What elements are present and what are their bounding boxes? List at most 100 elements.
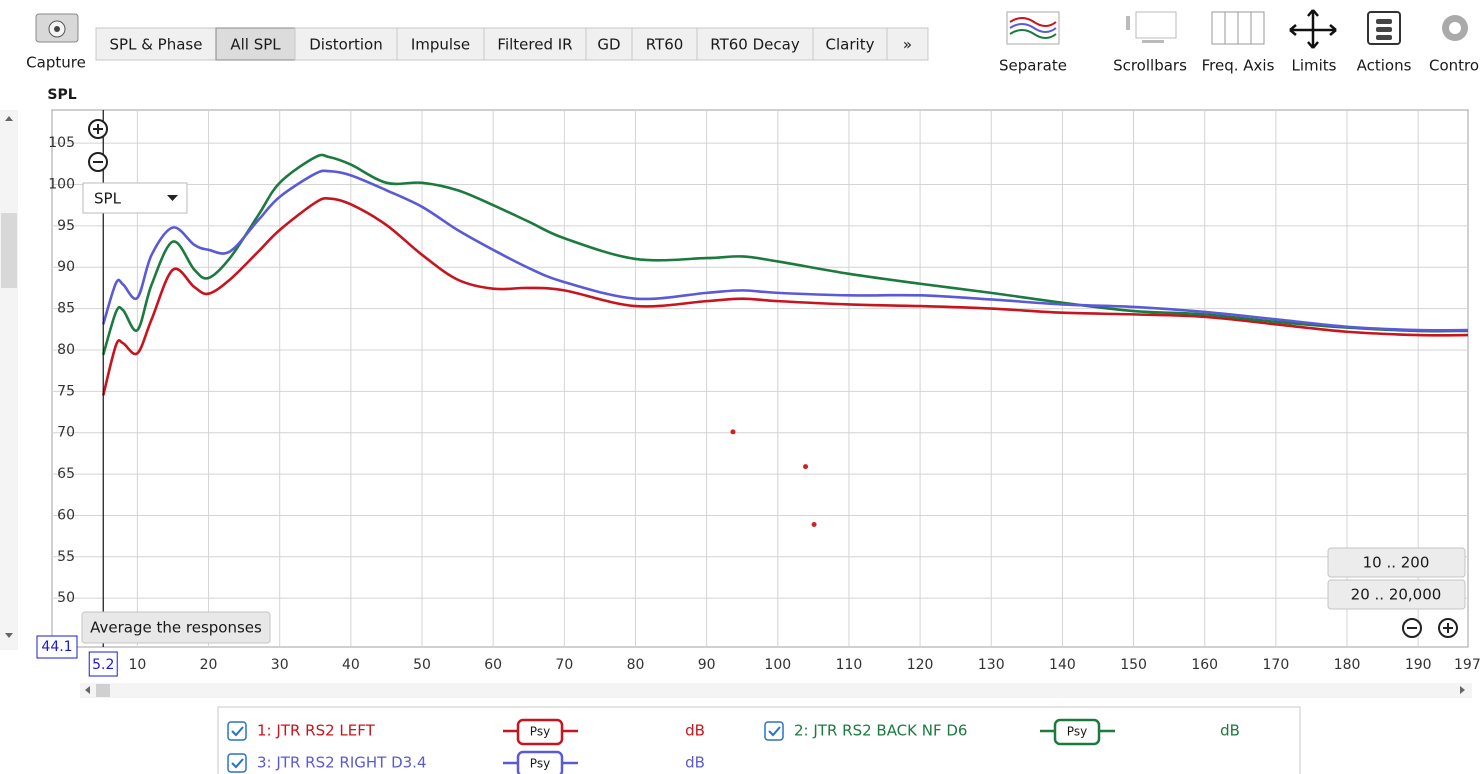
scrollbars-icon[interactable] xyxy=(1126,11,1177,43)
cursor-x-label: 5.2 xyxy=(92,657,114,673)
zoom-in-x[interactable] xyxy=(1438,618,1458,638)
view-dropdown[interactable] xyxy=(82,182,188,214)
legend-check xyxy=(231,758,244,769)
y-tick-label: 80 xyxy=(57,342,75,358)
average-button[interactable] xyxy=(81,611,271,644)
legend-check xyxy=(768,726,781,737)
zoom-out-x[interactable] xyxy=(1402,618,1422,638)
legend-checkbox[interactable] xyxy=(227,721,247,741)
freq-axis-icon[interactable] xyxy=(1211,11,1265,45)
tab[interactable] xyxy=(585,27,633,61)
x-tick-label: 30 xyxy=(271,657,289,673)
y-axis-title: SPL xyxy=(47,87,76,103)
x-tick-label: 40 xyxy=(342,657,360,673)
range-button[interactable] xyxy=(1327,579,1466,610)
x-tick-label: 190 xyxy=(1405,657,1432,673)
y-tick-label: 65 xyxy=(57,466,75,482)
marker-point xyxy=(811,522,817,528)
y-tick-label: 95 xyxy=(57,218,75,234)
x-tick-label: 110 xyxy=(836,657,863,673)
legend-name: 3: JTR RS2 RIGHT D3.4 xyxy=(257,754,426,772)
cursor-y-box xyxy=(36,635,78,659)
view-dropdown-label: SPL xyxy=(94,190,122,208)
tab[interactable] xyxy=(631,27,698,61)
legend-name: 1: JTR RS2 LEFT xyxy=(257,722,376,740)
legend-unit: dB xyxy=(685,754,705,772)
marker-point xyxy=(730,429,736,435)
x-tick-label: 80 xyxy=(627,657,645,673)
tab[interactable] xyxy=(215,27,296,61)
toolbar-button-label: Separate xyxy=(999,57,1067,75)
legend-smoothing-box[interactable] xyxy=(1053,718,1101,746)
y-tick-label: 75 xyxy=(57,383,75,399)
x-tick-label: 100 xyxy=(764,657,791,673)
toolbar-button-label: Freq. Axis xyxy=(1202,57,1275,75)
tab[interactable] xyxy=(696,27,814,61)
toolbar-button-label: Actions xyxy=(1357,57,1412,75)
x-tick-label: 20 xyxy=(200,657,218,673)
horizontal-scrollbar[interactable] xyxy=(80,683,1472,698)
controls-icon[interactable] xyxy=(1442,15,1468,41)
legend-smoothing: Psy xyxy=(530,757,550,771)
range-button-label: 10 .. 200 xyxy=(1363,554,1430,572)
tab[interactable] xyxy=(294,27,398,61)
y-tick-label: 90 xyxy=(57,259,75,275)
legend-checkbox[interactable] xyxy=(764,721,784,741)
legend-unit: dB xyxy=(685,722,705,740)
x-tick-label: 180 xyxy=(1334,657,1361,673)
y-tick-label: 105 xyxy=(48,135,75,151)
x-tick-label: 197H xyxy=(1454,657,1482,673)
legend-smoothing: Psy xyxy=(1067,725,1087,739)
range-button-label: 20 .. 20,000 xyxy=(1351,586,1442,604)
zoom-in-y[interactable] xyxy=(88,119,108,139)
y-tick-label: 100 xyxy=(48,176,75,192)
separate-icon[interactable] xyxy=(1006,11,1060,45)
tab-label: Distortion xyxy=(309,36,383,54)
tab-label: SPL & Phase xyxy=(110,36,203,54)
range-button[interactable] xyxy=(1327,547,1466,578)
y-tick-label: 50 xyxy=(57,590,75,606)
legend-checkbox[interactable] xyxy=(227,753,247,773)
toolbar-button-label: Contro xyxy=(1429,57,1479,75)
tab[interactable] xyxy=(483,27,587,61)
x-tick-label: 60 xyxy=(484,657,502,673)
x-tick-label: 150 xyxy=(1120,657,1147,673)
y-tick-label: 70 xyxy=(57,425,75,441)
x-tick-label: 140 xyxy=(1049,657,1076,673)
tab-label: Filtered IR xyxy=(497,36,572,54)
toolbar-button-label: Limits xyxy=(1292,57,1337,75)
capture-button[interactable] xyxy=(35,13,79,43)
tab-label: All SPL xyxy=(230,36,281,54)
series-line xyxy=(101,153,1469,356)
legend-smoothing-box[interactable] xyxy=(516,718,564,746)
actions-icon[interactable] xyxy=(1367,11,1401,45)
limits-icon[interactable] xyxy=(1289,9,1337,49)
legend-unit: dB xyxy=(1220,722,1240,740)
legend-name: 2: JTR RS2 BACK NF D6 xyxy=(794,722,967,740)
tab[interactable] xyxy=(812,27,888,61)
y-tick-label: 60 xyxy=(57,507,75,523)
capture-label: Capture xyxy=(26,54,86,72)
y-tick-label: 85 xyxy=(57,301,75,317)
x-tick-label: 10 xyxy=(128,657,146,673)
x-tick-label: 90 xyxy=(698,657,716,673)
tab-label: Clarity xyxy=(826,36,875,54)
tab-label: » xyxy=(903,36,912,54)
tab-label: RT60 xyxy=(646,36,684,54)
tab[interactable] xyxy=(886,27,929,61)
tab[interactable] xyxy=(396,27,485,61)
zoom-out-y[interactable] xyxy=(88,152,108,172)
x-tick-label: 170 xyxy=(1263,657,1290,673)
legend-check xyxy=(231,726,244,737)
x-tick-label: 70 xyxy=(555,657,573,673)
x-tick-label: 50 xyxy=(413,657,431,673)
vertical-scrollbar[interactable] xyxy=(0,110,18,650)
series-line xyxy=(101,197,1469,396)
cursor-x-box xyxy=(88,651,118,677)
legend-smoothing-box[interactable] xyxy=(516,750,564,774)
cursor-y-label: 44.1 xyxy=(41,639,72,655)
tab-label: RT60 Decay xyxy=(710,36,800,54)
y-tick-label: 55 xyxy=(57,549,75,565)
toolbar-button-label: Scrollbars xyxy=(1113,57,1187,75)
